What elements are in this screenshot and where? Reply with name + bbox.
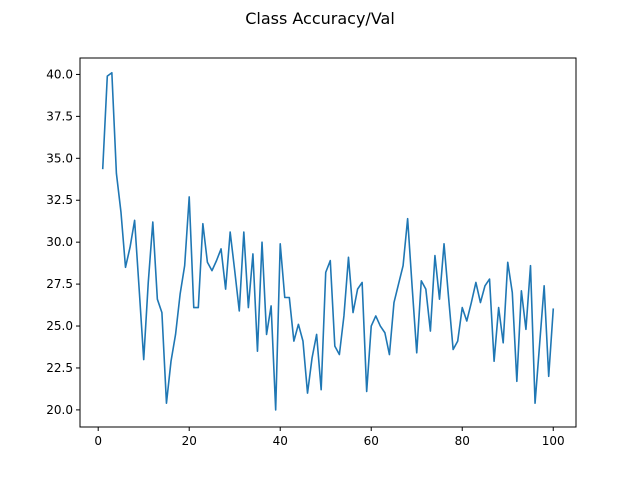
x-tick-label: 0	[94, 434, 102, 448]
y-tick-label: 32.5	[46, 193, 73, 207]
series-layer	[101, 71, 555, 411]
y-tick-label: 40.0	[46, 67, 73, 81]
y-tick-label: 20.0	[46, 403, 73, 417]
y-tick-label: 35.0	[46, 151, 73, 165]
y-tick-label: 27.5	[46, 277, 73, 291]
y-tick-label: 30.0	[46, 235, 73, 249]
y-tick-label: 25.0	[46, 319, 73, 333]
chart-title: Class Accuracy/Val	[245, 9, 395, 28]
plot-area: 0 20 40 60 80 100 20.0 22.5 25.0 27.5 30.0 32.5 35.…	[46, 57, 577, 448]
y-axis: 20.0 22.5 25.0 27.5 30.0 32.5 35.0 37.5 40.0	[46, 67, 80, 417]
x-tick-label: 80	[455, 434, 470, 448]
y-tick-label: 37.5	[46, 109, 73, 123]
plot-frame	[79, 57, 577, 428]
x-tick-label: 60	[364, 434, 379, 448]
x-tick-label: 20	[182, 434, 197, 448]
x-axis: 0 20 40 60 80 100	[94, 427, 565, 448]
series-line-0	[101, 71, 555, 411]
y-tick-label: 22.5	[46, 361, 73, 375]
x-tick-label: 100	[542, 434, 565, 448]
x-tick-label: 40	[273, 434, 288, 448]
